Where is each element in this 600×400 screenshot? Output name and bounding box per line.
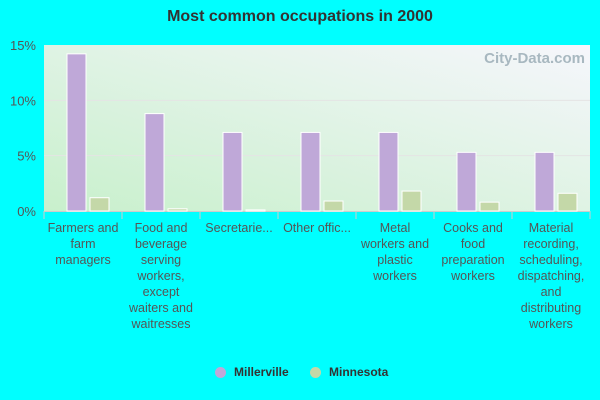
bar-millerville [534,151,555,212]
y-tick-label: 15% [10,38,36,53]
bar-minnesota [479,201,500,212]
legend-swatch [215,366,226,378]
bar-millerville [144,113,165,212]
x-tick-label: Metal workers and plastic workers [360,221,430,283]
legend-item-minnesota: Minnesota [310,365,388,379]
chart-title: Most common occupations in 2000 [167,8,433,25]
x-tick-label: Cooks and food preparation workers [441,221,505,283]
bar-millerville [456,151,477,212]
bar-minnesota [245,209,266,212]
legend-label: Millerville [234,365,289,379]
bar-minnesota [323,200,344,212]
y-tick-label: 10% [10,93,36,108]
legend-label: Minnesota [329,365,389,379]
watermark: City-Data.com [484,50,585,67]
x-tick-label: Secretarie... [205,221,273,235]
bar-millerville [222,131,243,212]
bar-minnesota [557,192,578,212]
bar-minnesota [167,208,188,212]
x-tick-label: Other offic... [283,221,351,235]
y-tick-label: 0% [17,204,36,219]
x-tick-label: Material recording, scheduling, dispatch… [517,221,585,331]
legend-swatch [310,366,321,378]
bar-minnesota [89,197,110,212]
bar-millerville [66,53,87,212]
x-tick-label: Food and beverage serving workers, excep… [129,221,193,331]
x-tick-label: Farmers and farm managers [47,221,119,267]
bar-millerville [378,131,399,212]
bar-minnesota [401,190,422,212]
legend-item-millerville: Millerville [215,365,289,379]
bar-millerville [300,131,321,212]
y-tick-label: 5% [17,149,36,164]
